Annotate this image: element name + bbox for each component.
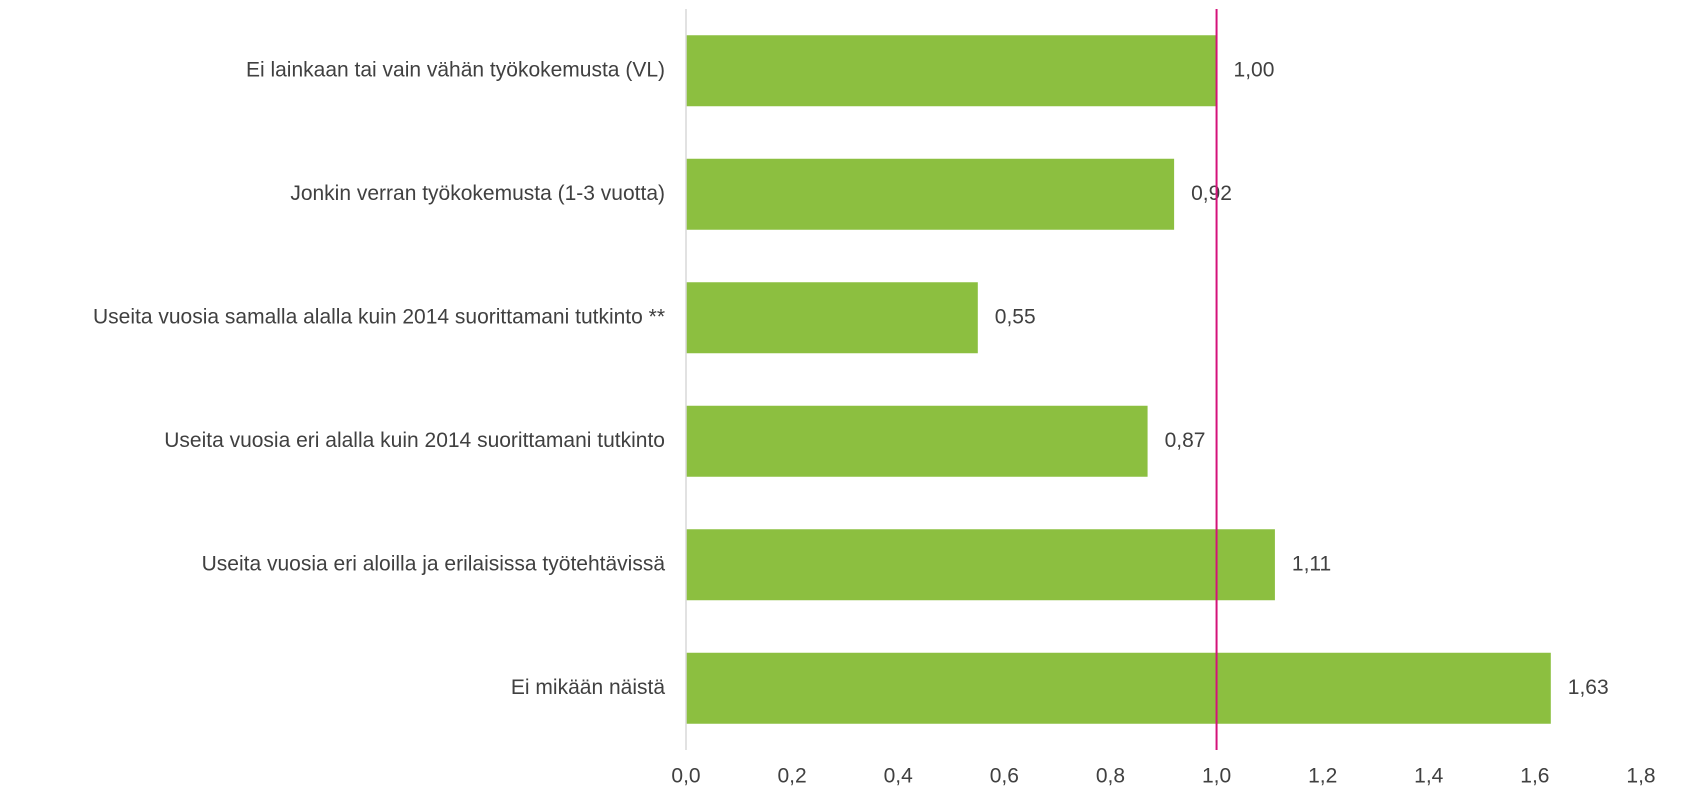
- y-tick-label: Useita vuosia samalla alalla kuin 2014 s…: [93, 305, 665, 328]
- x-tick-label: 1,2: [1308, 765, 1337, 788]
- x-tick-label: 1,6: [1520, 765, 1549, 788]
- value-label: 1,63: [1568, 676, 1609, 699]
- x-tick-label: 0,0: [671, 765, 700, 788]
- x-tick-label: 0,4: [884, 765, 914, 788]
- y-tick-label: Jonkin verran työkokemusta (1-3 vuotta): [290, 182, 665, 205]
- y-tick-label: Useita vuosia eri aloilla ja erilaisissa…: [202, 552, 666, 575]
- x-tick-label: 0,8: [1096, 765, 1125, 788]
- bar: [686, 158, 1175, 230]
- value-label: 0,87: [1165, 429, 1206, 452]
- value-label: 1,11: [1292, 552, 1331, 575]
- value-label: 0,92: [1191, 182, 1232, 205]
- x-tick-label: 0,2: [778, 765, 807, 788]
- x-tick-label: 0,6: [990, 765, 1019, 788]
- bar: [686, 529, 1275, 601]
- bar: [686, 35, 1217, 107]
- y-tick-label: Ei lainkaan tai vain vähän työkokemusta …: [246, 58, 665, 81]
- x-tick-label: 1,8: [1626, 765, 1655, 788]
- y-tick-label: Ei mikään näistä: [511, 676, 665, 699]
- value-label: 0,55: [995, 305, 1036, 328]
- y-tick-label: Useita vuosia eri alalla kuin 2014 suori…: [164, 429, 665, 452]
- x-tick-label: 1,0: [1202, 765, 1231, 788]
- bar: [686, 652, 1551, 724]
- bar: [686, 405, 1148, 477]
- value-label: 1,00: [1234, 58, 1275, 81]
- bar: [686, 282, 978, 354]
- x-tick-label: 1,4: [1414, 765, 1444, 788]
